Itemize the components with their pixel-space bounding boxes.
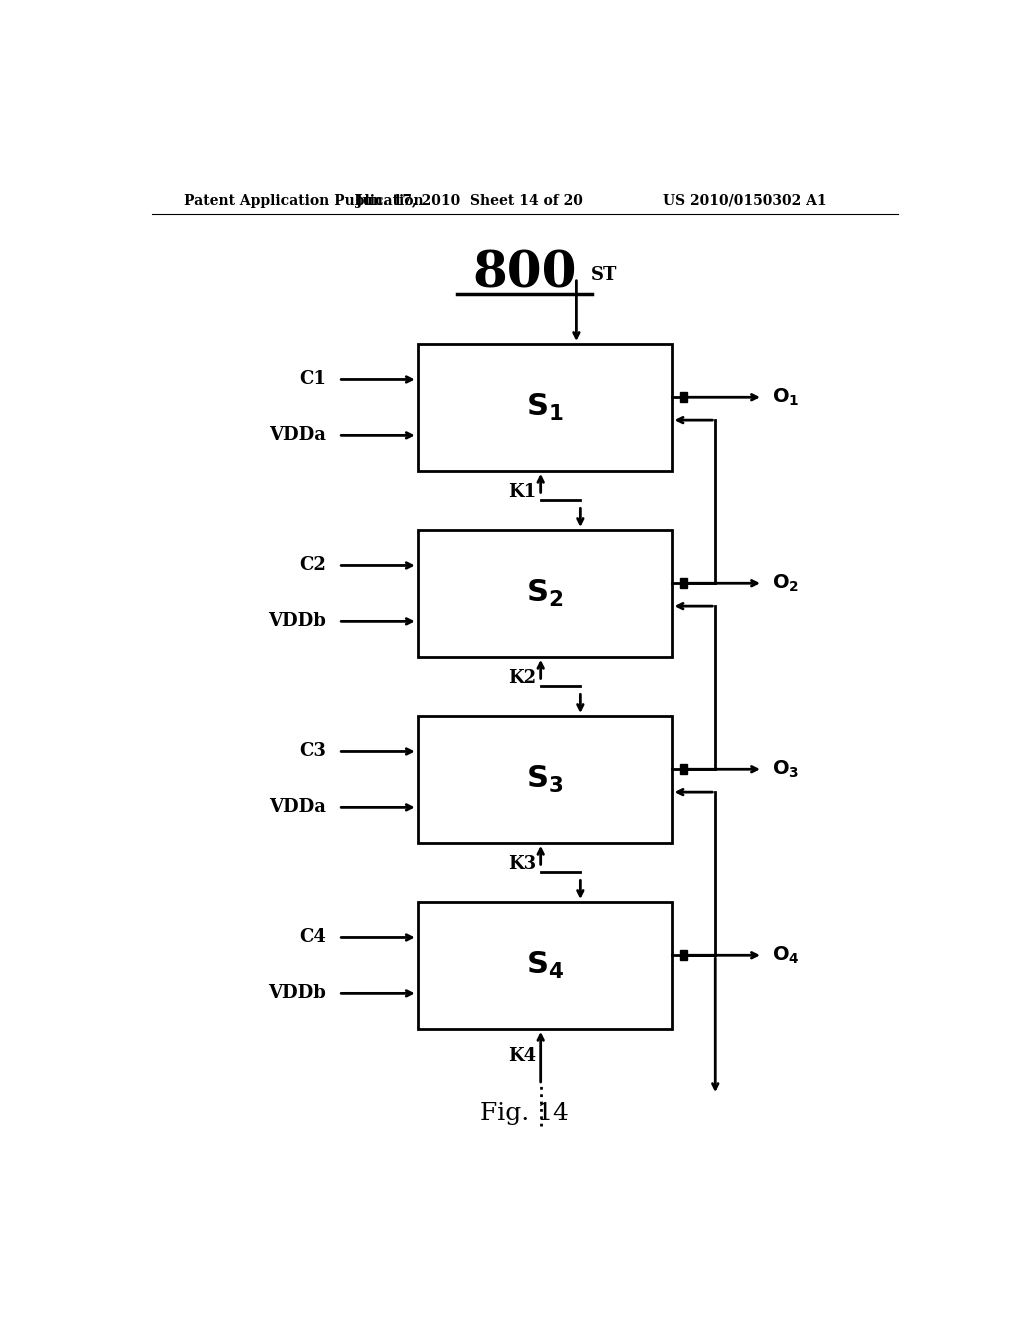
Bar xyxy=(680,950,687,961)
Text: ST: ST xyxy=(591,265,617,284)
Bar xyxy=(680,764,687,775)
Text: $\mathbf{S_{2}}$: $\mathbf{S_{2}}$ xyxy=(526,578,563,609)
Text: VDDa: VDDa xyxy=(269,426,327,445)
Text: $\mathbf{S_{3}}$: $\mathbf{S_{3}}$ xyxy=(526,764,563,795)
Bar xyxy=(418,345,672,471)
Text: C1: C1 xyxy=(300,371,327,388)
Text: US 2010/0150302 A1: US 2010/0150302 A1 xyxy=(663,194,826,209)
Text: $\mathbf{S_{1}}$: $\mathbf{S_{1}}$ xyxy=(525,392,563,422)
Text: 800: 800 xyxy=(472,249,578,298)
Text: Jun. 17, 2010  Sheet 14 of 20: Jun. 17, 2010 Sheet 14 of 20 xyxy=(355,194,583,209)
Bar xyxy=(680,392,687,403)
Text: $\mathbf{O_{1}}$: $\mathbf{O_{1}}$ xyxy=(772,387,800,408)
Bar xyxy=(418,715,672,843)
Bar xyxy=(418,902,672,1030)
Text: C3: C3 xyxy=(300,742,327,760)
Text: C2: C2 xyxy=(300,557,327,574)
Text: $\mathbf{S_{4}}$: $\mathbf{S_{4}}$ xyxy=(525,950,563,981)
Bar xyxy=(418,529,672,657)
Text: K4: K4 xyxy=(509,1047,537,1065)
Text: $\mathbf{O_{2}}$: $\mathbf{O_{2}}$ xyxy=(772,573,800,594)
Text: VDDb: VDDb xyxy=(268,985,327,1002)
Bar xyxy=(680,578,687,589)
Text: Patent Application Publication: Patent Application Publication xyxy=(183,194,423,209)
Text: K1: K1 xyxy=(509,483,537,502)
Text: VDDa: VDDa xyxy=(269,799,327,816)
Text: VDDb: VDDb xyxy=(268,612,327,631)
Text: K2: K2 xyxy=(509,669,537,688)
Text: C4: C4 xyxy=(300,928,327,946)
Text: K3: K3 xyxy=(509,855,537,874)
Text: $\mathbf{O_{3}}$: $\mathbf{O_{3}}$ xyxy=(772,759,800,780)
Text: $\mathbf{O_{4}}$: $\mathbf{O_{4}}$ xyxy=(772,945,800,966)
Text: Fig. 14: Fig. 14 xyxy=(480,1102,569,1126)
